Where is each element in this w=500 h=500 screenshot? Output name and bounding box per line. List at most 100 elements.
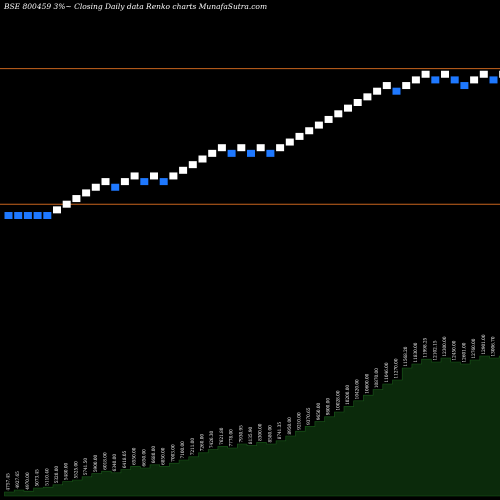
price-label: 11568.20 — [403, 346, 408, 366]
renko-brick — [140, 178, 149, 186]
renko-brick — [324, 115, 333, 123]
volume-area — [4, 355, 500, 497]
renko-brick — [295, 132, 304, 140]
renko-brick — [266, 149, 275, 157]
price-label: 6680.00 — [151, 446, 156, 464]
price-label: 5073.45 — [35, 469, 40, 487]
price-label: 9210.00 — [297, 412, 302, 430]
chart-title: BSE 800459 3%~ Closing Daily data Renko … — [3, 2, 267, 11]
renko-brick — [91, 183, 100, 191]
price-label: 12102.15 — [432, 340, 437, 360]
renko-brick — [237, 144, 246, 152]
renko-brick — [411, 76, 420, 84]
renko-brick — [247, 149, 255, 157]
price-label: 6550.00 — [132, 447, 137, 465]
price-label: 7621.80 — [219, 427, 224, 445]
price-label: 10028.00 — [335, 390, 340, 410]
price-label: 6418.05 — [122, 450, 127, 468]
price-label: 5900.00 — [93, 454, 98, 472]
price-label: 7100.00 — [180, 441, 185, 459]
renko-brick — [198, 155, 207, 163]
renko-brick — [208, 149, 217, 157]
price-label: 11270.00 — [394, 358, 399, 378]
renko-brick — [421, 70, 430, 78]
price-label: 7003.00 — [170, 444, 175, 462]
price-label: 11998.25 — [423, 337, 428, 357]
renko-brick — [14, 212, 23, 219]
renko-brick — [402, 82, 411, 90]
renko-brick — [111, 183, 120, 191]
renko-brick — [431, 76, 440, 84]
renko-brick — [101, 178, 110, 186]
price-label: 8300.00 — [258, 423, 263, 441]
renko-brick — [72, 195, 81, 203]
renko-brick — [120, 178, 129, 186]
renko-brick — [130, 172, 139, 180]
price-label: 9800.00 — [326, 398, 331, 416]
renko-brick — [188, 161, 197, 169]
renko-brick — [256, 144, 265, 152]
price-label: 9650.00 — [316, 402, 321, 420]
price-label: 12450.00 — [452, 340, 457, 360]
renko-brick — [344, 104, 352, 112]
price-label: 6650.00 — [141, 449, 146, 467]
renko-brick — [305, 127, 314, 135]
renko-bricks — [4, 70, 500, 219]
renko-brick — [450, 76, 459, 84]
price-label: 11046.00 — [384, 362, 389, 382]
price-label: 10200.00 — [345, 385, 350, 405]
price-label: 5110.40 — [44, 468, 49, 486]
renko-brick — [62, 200, 71, 208]
volume-shape — [4, 355, 500, 497]
price-label: 7260.00 — [200, 434, 205, 452]
price-label: 13006.70 — [491, 336, 496, 356]
renko-brick — [489, 76, 498, 84]
price-label: 11830.00 — [413, 342, 418, 362]
renko-brick — [392, 87, 401, 95]
price-label: 5741.50 — [83, 458, 88, 476]
renko-brick — [441, 70, 449, 78]
price-labels: 4757.45 4927.65 4970.00 5073.45 5110.40 5320.… — [6, 334, 496, 491]
price-label: 8741.35 — [277, 422, 282, 440]
price-label: 8135.90 — [248, 426, 253, 444]
renko-brick — [334, 110, 343, 118]
price-label: 8950.00 — [287, 417, 292, 435]
renko-brick — [276, 144, 285, 152]
renko-brick — [460, 82, 469, 90]
price-label: 12300.00 — [442, 336, 447, 356]
price-label: 9370.65 — [306, 407, 311, 425]
renko-brick — [43, 212, 52, 219]
price-label: 12760.00 — [471, 338, 476, 358]
renko-brick — [373, 87, 382, 95]
price-label: 5320.00 — [54, 466, 59, 484]
price-label: 5525.00 — [73, 461, 78, 479]
price-label: 7211.00 — [190, 438, 195, 456]
renko-brick — [314, 121, 323, 129]
price-label: 4927.65 — [15, 471, 20, 489]
renko-brick — [285, 138, 294, 146]
price-label: 6340.00 — [112, 454, 117, 472]
level-lines — [0, 68, 500, 205]
price-label: 5480.00 — [64, 462, 69, 480]
renko-brick — [33, 212, 42, 219]
renko-brick — [227, 149, 236, 157]
price-label: 4757.45 — [6, 473, 11, 491]
price-label: 12901.00 — [481, 334, 486, 354]
price-label: 10600.00 — [364, 373, 369, 393]
renko-brick — [470, 76, 479, 84]
renko-brick — [479, 70, 488, 78]
renko-brick — [353, 99, 362, 106]
renko-brick — [53, 206, 61, 214]
price-label: 10420.00 — [355, 379, 360, 399]
price-label: 7778.00 — [229, 429, 234, 447]
renko-brick — [150, 172, 158, 180]
price-label: 4970.00 — [25, 472, 30, 490]
renko-brick — [217, 144, 226, 152]
price-label: 12601.00 — [461, 342, 466, 362]
price-label: 7426.30 — [209, 430, 214, 448]
price-label: 10870.00 — [374, 368, 379, 388]
price-label: 6850.00 — [161, 447, 166, 465]
renko-brick — [363, 93, 372, 101]
renko-brick — [159, 178, 168, 186]
